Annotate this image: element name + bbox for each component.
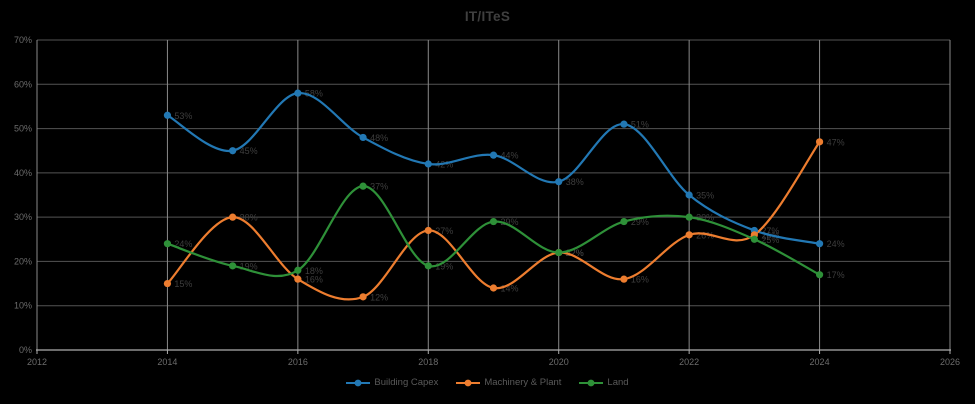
- y-axis-tick-label: 30%: [14, 212, 32, 222]
- legend-marker-icon: [579, 379, 604, 386]
- chart-title: IT/ITeS: [464, 9, 511, 24]
- data-label: 37%: [370, 182, 388, 192]
- data-point-machinery-plant: [163, 279, 172, 288]
- data-label: 17%: [827, 270, 845, 280]
- x-axis-tick-label: 2020: [549, 357, 569, 367]
- x-axis-tick-label: 2018: [418, 357, 438, 367]
- legend-marker-icon: [456, 379, 481, 386]
- data-point-machinery-plant: [620, 275, 628, 283]
- data-point-building-capex: [229, 147, 237, 155]
- data-point-machinery-plant: [359, 293, 367, 301]
- data-label: 26%: [696, 230, 714, 240]
- data-point-land: [555, 248, 563, 257]
- y-axis-tick-label: 60%: [14, 79, 32, 89]
- data-label: 38%: [566, 177, 584, 187]
- data-label: 58%: [305, 89, 323, 99]
- data-point-building-capex: [555, 178, 563, 186]
- data-point-land: [750, 235, 758, 243]
- data-point-building-capex: [620, 120, 628, 128]
- data-point-building-capex: [294, 89, 302, 97]
- legend-item-land: Land: [579, 377, 629, 388]
- data-point-land: [359, 182, 367, 190]
- data-label: 53%: [174, 111, 192, 121]
- data-point-machinery-plant: [685, 231, 693, 239]
- legend-label: Machinery & Plant: [484, 377, 562, 388]
- series-line-land: [166, 185, 821, 278]
- data-point-building-capex: [424, 160, 432, 168]
- y-axis-tick-label: 70%: [14, 35, 32, 45]
- legend-item-building-capex: Building Capex: [346, 377, 438, 388]
- data-label: 29%: [501, 217, 519, 227]
- data-label: 22%: [566, 248, 584, 258]
- data-label: 15%: [174, 279, 192, 289]
- data-label: 18%: [305, 266, 323, 276]
- data-label: 47%: [827, 137, 845, 147]
- data-label: 14%: [501, 284, 519, 294]
- data-point-land: [229, 262, 237, 270]
- data-label: 35%: [696, 191, 714, 201]
- data-point-machinery-plant: [489, 284, 498, 292]
- data-label: 27%: [435, 226, 453, 236]
- data-label: 45%: [240, 146, 258, 156]
- x-axis-tick-label: 2016: [288, 357, 308, 367]
- y-axis-tick-label: 50%: [14, 124, 32, 134]
- data-label: 24%: [827, 239, 845, 249]
- data-label: 30%: [240, 213, 258, 223]
- legend-label: Building Capex: [374, 377, 439, 388]
- y-axis-tick-label: 20%: [14, 256, 32, 266]
- chart-legend: Building Capex Machinery & Plant Land: [0, 377, 975, 388]
- x-axis-tick-label: 2014: [157, 357, 177, 367]
- data-label: 12%: [370, 292, 388, 302]
- x-axis-tick-label: 2012: [27, 357, 47, 367]
- legend-label: Land: [607, 377, 629, 388]
- data-label: 48%: [370, 133, 388, 143]
- data-label: 44%: [501, 151, 519, 161]
- data-label: 19%: [240, 261, 258, 271]
- data-point-machinery-plant: [815, 138, 824, 146]
- data-point-machinery-plant: [294, 275, 302, 283]
- x-axis-tick-label: 2022: [679, 357, 699, 367]
- data-point-building-capex: [489, 151, 498, 159]
- data-label: 19%: [435, 261, 453, 271]
- y-axis-tick-label: 0%: [19, 345, 32, 355]
- data-point-land: [424, 262, 432, 270]
- y-axis-tick-label: 40%: [14, 168, 32, 178]
- data-label: 51%: [631, 120, 649, 130]
- data-point-land: [620, 217, 628, 226]
- data-point-building-capex: [359, 133, 367, 142]
- data-point-land: [489, 217, 498, 226]
- data-point-land: [294, 266, 302, 274]
- data-point-building-capex: [163, 111, 172, 119]
- data-point-land: [163, 240, 172, 248]
- data-point-machinery-plant: [229, 213, 237, 221]
- data-point-building-capex: [815, 240, 824, 248]
- data-point-land: [685, 213, 693, 221]
- legend-item-machinery-plant: Machinery & Plant: [456, 377, 561, 388]
- data-label: 16%: [305, 275, 323, 285]
- y-axis-tick-label: 10%: [14, 301, 32, 311]
- data-label: 25%: [761, 235, 779, 245]
- data-point-building-capex: [685, 191, 693, 199]
- x-axis-tick-label: 2026: [940, 357, 960, 367]
- data-label: 16%: [631, 275, 649, 285]
- x-axis-tick-label: 2024: [810, 357, 830, 367]
- data-label: 30%: [696, 213, 714, 223]
- data-point-machinery-plant: [424, 226, 432, 235]
- data-label: 27%: [761, 226, 779, 236]
- data-label: 24%: [174, 239, 192, 249]
- data-label: 29%: [631, 217, 649, 227]
- data-label: 22%: [566, 248, 584, 258]
- legend-marker-icon: [346, 379, 371, 386]
- data-point-land: [815, 271, 824, 279]
